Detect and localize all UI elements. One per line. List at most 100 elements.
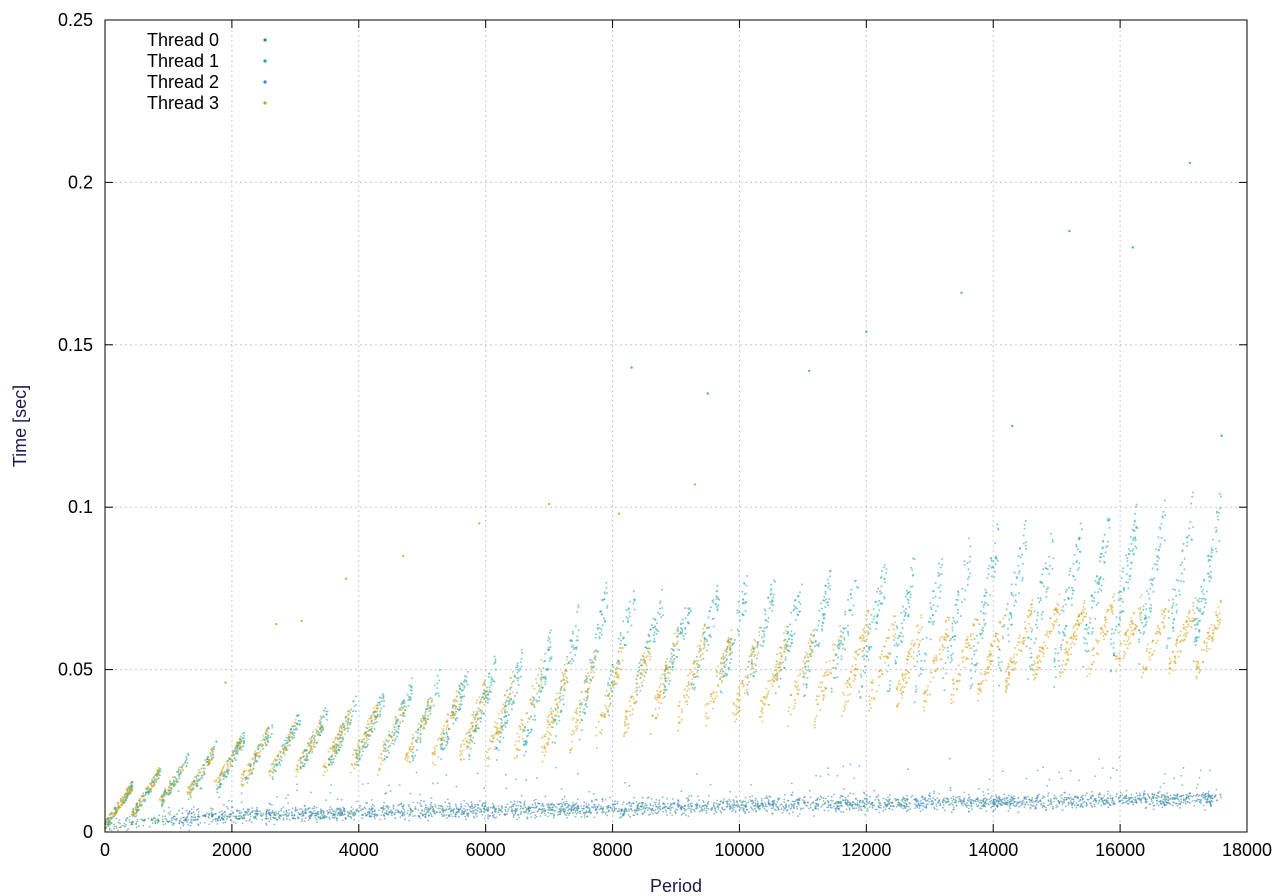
scatter-point — [829, 660, 831, 662]
scatter-point — [627, 631, 629, 633]
scatter-point — [1174, 589, 1176, 591]
scatter-point — [598, 636, 600, 638]
outlier-point — [960, 292, 962, 294]
scatter-point — [1037, 612, 1039, 614]
scatter-point — [1075, 561, 1077, 563]
scatter-point — [1101, 805, 1103, 807]
scatter-point — [320, 725, 322, 727]
scatter-point — [873, 615, 875, 617]
scatter-point — [989, 801, 991, 803]
scatter-point — [1188, 535, 1190, 537]
scatter-point — [1143, 633, 1145, 635]
scatter-point — [1193, 660, 1195, 662]
scatter-point — [1088, 627, 1090, 629]
scatter-point — [212, 754, 214, 756]
scatter-point — [991, 560, 993, 562]
scatter-point — [875, 628, 877, 630]
scatter-point — [1133, 529, 1135, 531]
scatter-point — [271, 727, 273, 729]
scatter-point — [1054, 666, 1056, 668]
scatter-point — [312, 746, 314, 748]
scatter-point — [513, 675, 515, 677]
scatter-point — [1091, 633, 1093, 635]
scatter-point — [1098, 799, 1100, 801]
scatter-point — [1148, 593, 1150, 595]
scatter-point — [474, 742, 476, 744]
scatter-point — [312, 731, 314, 733]
scatter-point — [522, 731, 524, 733]
scatter-point — [130, 785, 132, 787]
scatter-point — [254, 810, 256, 812]
scatter-point — [388, 752, 390, 754]
scatter-point — [816, 644, 818, 646]
scatter-point — [697, 669, 699, 671]
scatter-point — [1183, 581, 1185, 583]
scatter-point — [556, 723, 558, 725]
scatter-point — [883, 802, 885, 804]
scatter-point — [148, 793, 150, 795]
scatter-point — [922, 638, 924, 640]
scatter-point — [1157, 536, 1159, 538]
scatter-point — [131, 782, 133, 784]
scatter-point — [1015, 584, 1017, 586]
scatter-point — [993, 567, 995, 569]
scatter-point — [813, 634, 815, 636]
scatter-point — [575, 726, 577, 728]
scatter-point — [426, 707, 428, 709]
scatter-point — [281, 745, 283, 747]
scatter-point — [1197, 618, 1199, 620]
scatter-point — [664, 675, 666, 677]
scatter-point — [380, 814, 382, 816]
scatter-point — [496, 759, 498, 761]
scatter-point — [522, 738, 524, 740]
scatter-point — [1045, 567, 1047, 569]
scatter-point — [739, 611, 741, 613]
scatter-point — [400, 703, 402, 705]
scatter-point — [933, 590, 935, 592]
scatter-point — [818, 610, 820, 612]
scatter-point — [802, 670, 804, 672]
scatter-point — [574, 811, 576, 813]
scatter-point — [111, 830, 113, 832]
scatter-point — [1053, 801, 1055, 803]
scatter-point — [799, 669, 801, 671]
scatter-point — [697, 676, 699, 678]
scatter-point — [973, 645, 975, 647]
scatter-point — [1095, 580, 1097, 582]
scatter-point — [827, 579, 829, 581]
scatter-point — [524, 730, 526, 732]
scatter-point — [894, 660, 896, 662]
scatter-point — [1099, 577, 1101, 579]
scatter-point — [609, 703, 611, 705]
scatter-point — [1090, 795, 1092, 797]
scatter-point — [286, 740, 288, 742]
scatter-point — [1073, 576, 1075, 578]
scatter-point — [521, 795, 523, 797]
scatter-point — [930, 617, 932, 619]
scatter-point — [660, 683, 662, 685]
scatter-point — [720, 810, 722, 812]
scatter-point — [594, 816, 596, 818]
scatter-point — [895, 643, 897, 645]
scatter-point — [442, 728, 444, 730]
scatter-point — [982, 627, 984, 629]
scatter-point — [909, 591, 911, 593]
scatter-point — [902, 627, 904, 629]
scatter-point — [1023, 543, 1025, 545]
scatter-point — [464, 679, 466, 681]
scatter-point — [1071, 604, 1073, 606]
scatter-point — [1209, 580, 1211, 582]
scatter-point — [1001, 801, 1003, 803]
scatter-point — [179, 820, 181, 822]
scatter-point — [998, 657, 1000, 659]
scatter-point — [1133, 554, 1135, 556]
scatter-point — [535, 807, 537, 809]
scatter-point — [1113, 801, 1115, 803]
scatter-point — [608, 714, 610, 716]
scatter-point — [805, 684, 807, 686]
scatter-point — [383, 695, 385, 697]
scatter-point — [942, 646, 944, 648]
scatter-point — [956, 621, 958, 623]
scatter-point — [728, 654, 730, 656]
scatter-point — [963, 560, 965, 562]
